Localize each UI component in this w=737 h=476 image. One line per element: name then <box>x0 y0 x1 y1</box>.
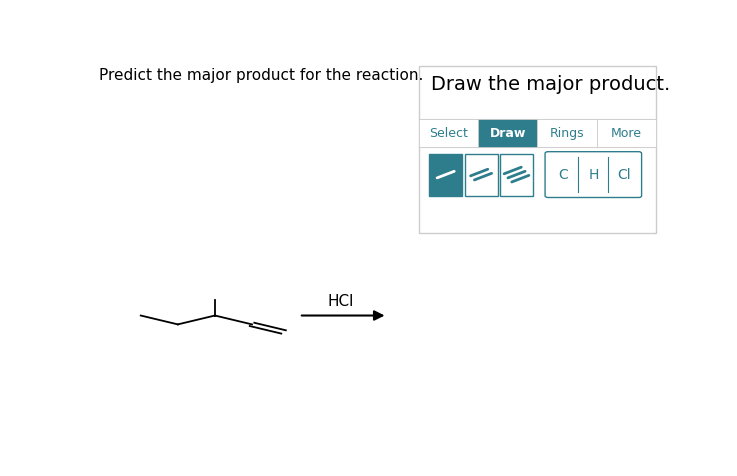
Text: Rings: Rings <box>550 127 584 139</box>
Text: C: C <box>558 168 568 181</box>
Text: Select: Select <box>429 127 468 139</box>
Text: Draw: Draw <box>489 127 526 139</box>
Text: Predict the major product for the reaction.: Predict the major product for the reacti… <box>99 68 423 83</box>
FancyBboxPatch shape <box>597 119 656 147</box>
Text: Draw the major product.: Draw the major product. <box>431 75 671 94</box>
FancyBboxPatch shape <box>464 154 497 196</box>
Text: HCl: HCl <box>327 294 354 309</box>
FancyBboxPatch shape <box>478 119 537 147</box>
Text: More: More <box>611 127 642 139</box>
Text: Cl: Cl <box>617 168 630 181</box>
Text: H: H <box>588 168 598 181</box>
FancyBboxPatch shape <box>429 154 462 196</box>
FancyBboxPatch shape <box>419 66 656 233</box>
FancyBboxPatch shape <box>537 119 597 147</box>
FancyBboxPatch shape <box>500 154 533 196</box>
FancyBboxPatch shape <box>419 119 478 147</box>
FancyBboxPatch shape <box>545 152 642 198</box>
